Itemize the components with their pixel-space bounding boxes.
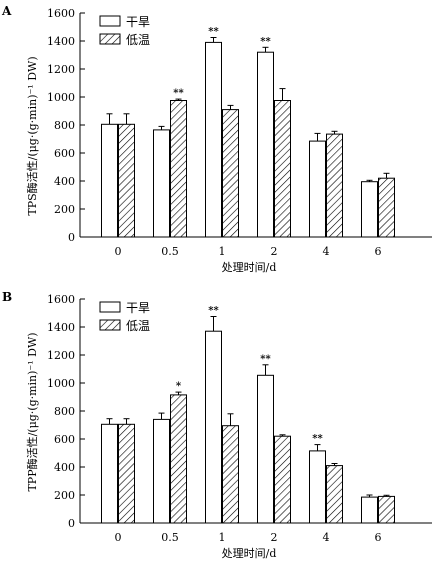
bar-cold bbox=[378, 495, 395, 524]
y-axis-label: TPS酶活性/(μg·(g·min)⁻¹ DW) bbox=[25, 56, 39, 215]
y-tick-label: 400 bbox=[54, 461, 75, 474]
bar-drought bbox=[101, 423, 118, 524]
y-tick-label: 0 bbox=[68, 517, 75, 530]
legend-swatch-cold bbox=[99, 33, 121, 45]
y-tick-label: 800 bbox=[54, 119, 75, 132]
legend-label-drought: 干旱 bbox=[126, 301, 150, 315]
x-tick-label: 1 bbox=[219, 245, 226, 258]
y-tick-label: 400 bbox=[54, 175, 75, 188]
bar-cold bbox=[222, 109, 239, 238]
y-tick-label: 600 bbox=[54, 147, 75, 160]
bar-drought bbox=[361, 181, 378, 238]
y-tick-label: 1400 bbox=[47, 321, 75, 334]
tps-activity-chart: A 0 200 400 600 800 1000 1200 1400 1600 0 0.5 1 2 4 6 *… bbox=[1, 4, 432, 274]
y-tick-label: 1600 bbox=[47, 293, 75, 306]
bar-cold bbox=[170, 394, 187, 524]
significance-marker: ** bbox=[312, 434, 323, 445]
x-tick-label: 4 bbox=[323, 531, 330, 544]
bar-cold bbox=[118, 123, 135, 238]
panel-label: A bbox=[1, 4, 12, 18]
significance-marker: ** bbox=[208, 27, 219, 38]
x-tick-label: 6 bbox=[375, 245, 382, 258]
y-tick-label: 800 bbox=[54, 405, 75, 418]
bar-cold bbox=[118, 423, 135, 524]
legend-label-cold: 低温 bbox=[126, 319, 150, 333]
y-tick-label: 200 bbox=[54, 203, 75, 216]
legend-label-cold: 低温 bbox=[126, 33, 150, 47]
x-tick-label: 2 bbox=[271, 245, 278, 258]
significance-marker: ** bbox=[260, 36, 271, 47]
y-tick-label: 1200 bbox=[47, 349, 75, 362]
bar-cold bbox=[222, 425, 239, 524]
panel-label: B bbox=[2, 290, 12, 304]
bar-cold bbox=[274, 435, 291, 524]
bar-cold bbox=[274, 100, 291, 238]
x-tick-label: 0 bbox=[115, 245, 122, 258]
bar-drought bbox=[153, 418, 170, 524]
bar-cold bbox=[170, 100, 187, 238]
legend-swatch-drought bbox=[99, 301, 121, 313]
y-tick-label: 1000 bbox=[47, 377, 75, 390]
y-tick-label: 0 bbox=[68, 231, 75, 244]
bar-cold bbox=[326, 465, 343, 524]
x-tick-label: 0.5 bbox=[161, 531, 179, 544]
bar-drought bbox=[205, 330, 222, 524]
bar-drought bbox=[361, 496, 378, 524]
bar-drought bbox=[309, 450, 326, 524]
y-tick-label: 600 bbox=[54, 433, 75, 446]
y-axis-label: TPP酶活性/(μg·(g·min)⁻¹ DW) bbox=[25, 332, 39, 491]
bar-drought bbox=[205, 41, 222, 238]
x-tick-label: 0 bbox=[115, 531, 122, 544]
x-axis-label: 处理时间/d bbox=[222, 261, 277, 274]
significance-marker: ** bbox=[173, 88, 184, 99]
bar-drought bbox=[309, 140, 326, 238]
y-tick-label: 1000 bbox=[47, 91, 75, 104]
x-tick-label: 1 bbox=[219, 531, 226, 544]
bar-drought bbox=[257, 374, 274, 524]
y-tick-label: 1200 bbox=[47, 63, 75, 76]
significance-marker: ** bbox=[208, 306, 219, 317]
legend-swatch-drought bbox=[99, 15, 121, 27]
bar-cold bbox=[378, 177, 395, 238]
x-tick-label: 6 bbox=[375, 531, 382, 544]
bar-cold bbox=[326, 133, 343, 238]
bar-drought bbox=[101, 123, 118, 238]
significance-marker: ** bbox=[260, 354, 271, 365]
bar-drought bbox=[257, 51, 274, 238]
legend-swatch-cold bbox=[99, 319, 121, 331]
y-tick-label: 1400 bbox=[47, 35, 75, 48]
x-tick-label: 0.5 bbox=[161, 245, 179, 258]
y-tick-label: 200 bbox=[54, 489, 75, 502]
x-tick-label: 4 bbox=[323, 245, 330, 258]
y-tick-label: 1600 bbox=[47, 7, 75, 20]
x-axis-label: 处理时间/d bbox=[222, 547, 277, 560]
x-tick-label: 2 bbox=[271, 531, 278, 544]
significance-marker: * bbox=[176, 381, 182, 392]
legend-label-drought: 干旱 bbox=[126, 15, 150, 29]
bar-drought bbox=[153, 129, 170, 238]
tpp-activity-chart: B 0 200 400 600 800 1000 1200 1400 1600 0 0.5 1 2 4 6 *… bbox=[2, 290, 432, 560]
